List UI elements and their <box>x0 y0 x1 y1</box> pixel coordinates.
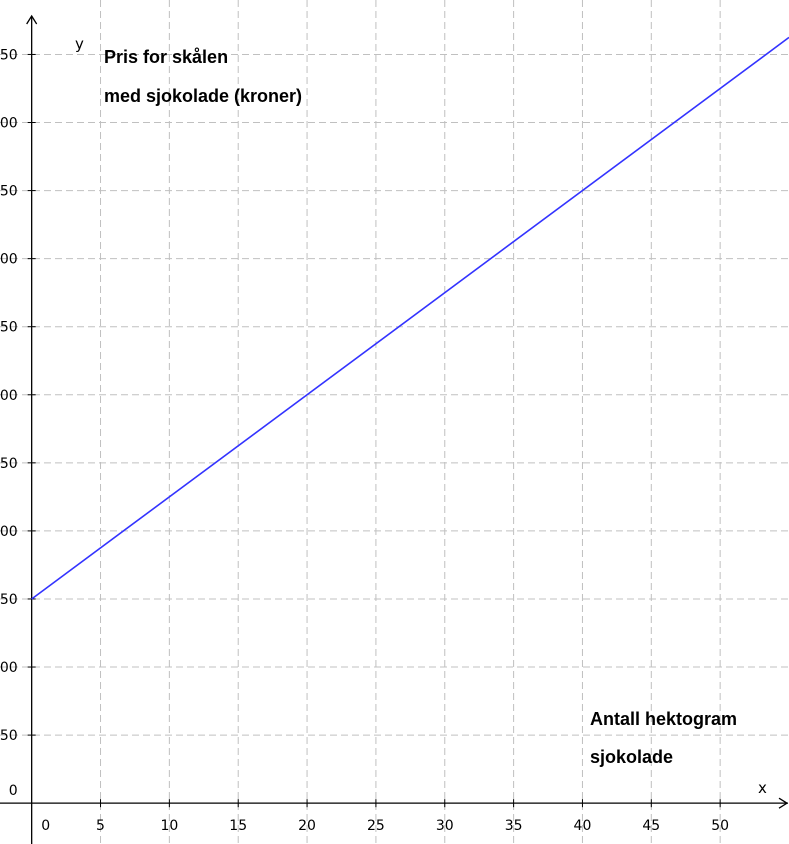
y-tick-label: 500 <box>0 116 18 132</box>
x-tick-label: 35 <box>505 818 523 834</box>
x-axis-name: x <box>758 779 767 797</box>
x-tick-label: 30 <box>436 818 454 834</box>
y-tick-label: 50 <box>0 728 18 744</box>
y-axis-name: y <box>75 35 84 53</box>
x-tick-label: 20 <box>298 818 316 834</box>
x-annotation-line-1: Antall hektogram <box>590 709 737 729</box>
y-tick-label: 0 <box>9 783 18 799</box>
y-tick-label: 550 <box>0 47 18 63</box>
x-tick-label: 10 <box>160 818 178 834</box>
x-tick-label: 5 <box>96 818 105 834</box>
y-tick-label: 100 <box>0 660 18 676</box>
x-tick-label: 0 <box>41 818 50 834</box>
y-axis-arrow <box>26 14 38 25</box>
y-tick-label: 350 <box>0 320 18 336</box>
y-tick-label: 150 <box>0 592 18 608</box>
x-tick-label: 15 <box>229 818 247 834</box>
y-tick-label: 450 <box>0 184 18 200</box>
x-tick-label: 25 <box>367 818 385 834</box>
y-tick-label: 400 <box>0 252 18 268</box>
x-annotation-line-2: sjokolade <box>590 747 673 767</box>
series-line <box>31 36 789 600</box>
y-tick-label: 250 <box>0 456 18 472</box>
x-axis-arrow <box>778 797 789 809</box>
x-tick-label: 45 <box>642 818 660 834</box>
x-tick-label: 50 <box>711 818 729 834</box>
x-tick-label: 40 <box>574 818 592 834</box>
y-annotation-line-2: med sjokolade (kroner) <box>104 86 302 106</box>
y-tick-label: 200 <box>0 524 18 540</box>
y-annotation-line-1: Pris for skålen <box>104 47 228 67</box>
y-tick-label: 300 <box>0 388 18 404</box>
